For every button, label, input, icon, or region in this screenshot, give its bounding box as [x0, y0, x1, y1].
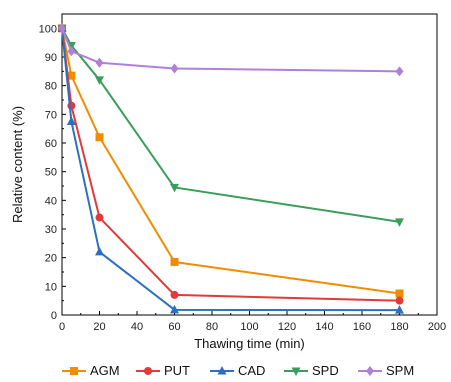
- legend-item-agm: AGM: [62, 363, 120, 378]
- legend-marker-spm: [366, 366, 374, 376]
- legend: AGM PUT CAD SPD SPM: [62, 363, 414, 378]
- legend-label-cad: CAD: [238, 363, 265, 378]
- x-tick-label: 180: [390, 321, 408, 333]
- axes: 0 20 40 60 80 100 120 140 160 180 200 0 10 20 30 40 50 60…: [39, 13, 446, 333]
- series-line-spd: [61, 27, 400, 223]
- y-tick-label: 90: [45, 52, 57, 64]
- data-point-spm: [95, 57, 104, 68]
- data-point-spd: [395, 218, 404, 227]
- y-tick-label: 80: [45, 81, 57, 93]
- y-tick-label: 70: [45, 109, 57, 121]
- data-point-spm: [395, 66, 404, 77]
- legend-item-spm: SPM: [358, 363, 414, 378]
- series-put: [58, 24, 404, 305]
- x-tick-label: 200: [428, 321, 446, 333]
- legend-label-agm: AGM: [90, 363, 120, 378]
- data-point-cad: [66, 116, 76, 125]
- x-tick-label: 80: [206, 321, 218, 333]
- legend-label-spd: SPD: [312, 363, 339, 378]
- plot-area: [57, 23, 404, 314]
- y-tick-label: 100: [39, 23, 57, 35]
- y-tick-label: 60: [45, 138, 57, 150]
- legend-label-put: PUT: [164, 363, 190, 378]
- y-tick-label: 50: [45, 167, 57, 179]
- x-tick-label: 20: [93, 321, 105, 333]
- x-tick-label: 0: [59, 321, 65, 333]
- legend-item-cad: CAD: [210, 363, 265, 378]
- data-point-agm: [170, 257, 179, 266]
- data-point-put: [95, 213, 104, 222]
- x-tick-label: 140: [315, 321, 333, 333]
- data-point-cad: [95, 246, 104, 256]
- data-point-spm: [67, 46, 76, 57]
- series-agm: [58, 24, 404, 298]
- series-line-agm: [61, 28, 400, 295]
- legend-marker-agm: [70, 367, 78, 375]
- data-point-spd: [95, 76, 104, 85]
- data-point-put: [395, 296, 404, 305]
- series-spd: [57, 24, 404, 227]
- data-point-agm: [395, 289, 404, 298]
- x-tick-label: 120: [278, 321, 296, 333]
- series-line-spm: [61, 27, 400, 73]
- x-axis-title: Thawing time (min): [194, 336, 305, 351]
- data-point-put: [170, 290, 179, 299]
- data-point-agm: [67, 71, 76, 80]
- legend-marker-spd: [291, 367, 301, 376]
- data-point-spd: [170, 183, 179, 193]
- data-point-spm: [58, 23, 66, 34]
- x-tick-label: 100: [240, 321, 258, 333]
- legend-item-put: PUT: [136, 363, 190, 378]
- y-tick-label: 30: [45, 224, 57, 236]
- legend-marker-put: [144, 367, 152, 375]
- data-point-spm: [170, 63, 179, 74]
- x-tick-label: 40: [131, 321, 143, 333]
- x-tick-label: 60: [168, 321, 180, 333]
- legend-item-spd: SPD: [284, 363, 339, 378]
- y-tick-label: 40: [45, 195, 57, 207]
- x-tick-label: 160: [353, 321, 371, 333]
- data-point-cad: [170, 304, 179, 314]
- plot-frame: [61, 13, 438, 316]
- y-tick-label: 10: [45, 281, 57, 293]
- y-tick-label: 20: [45, 253, 57, 265]
- data-point-cad: [395, 305, 404, 314]
- data-point-agm: [95, 133, 104, 142]
- y-tick-label: 0: [51, 310, 57, 322]
- y-axis-title: Relative content (%): [10, 106, 25, 223]
- legend-marker-cad: [217, 366, 227, 375]
- legend-label-spm: SPM: [386, 363, 414, 378]
- series-spm: [58, 23, 404, 77]
